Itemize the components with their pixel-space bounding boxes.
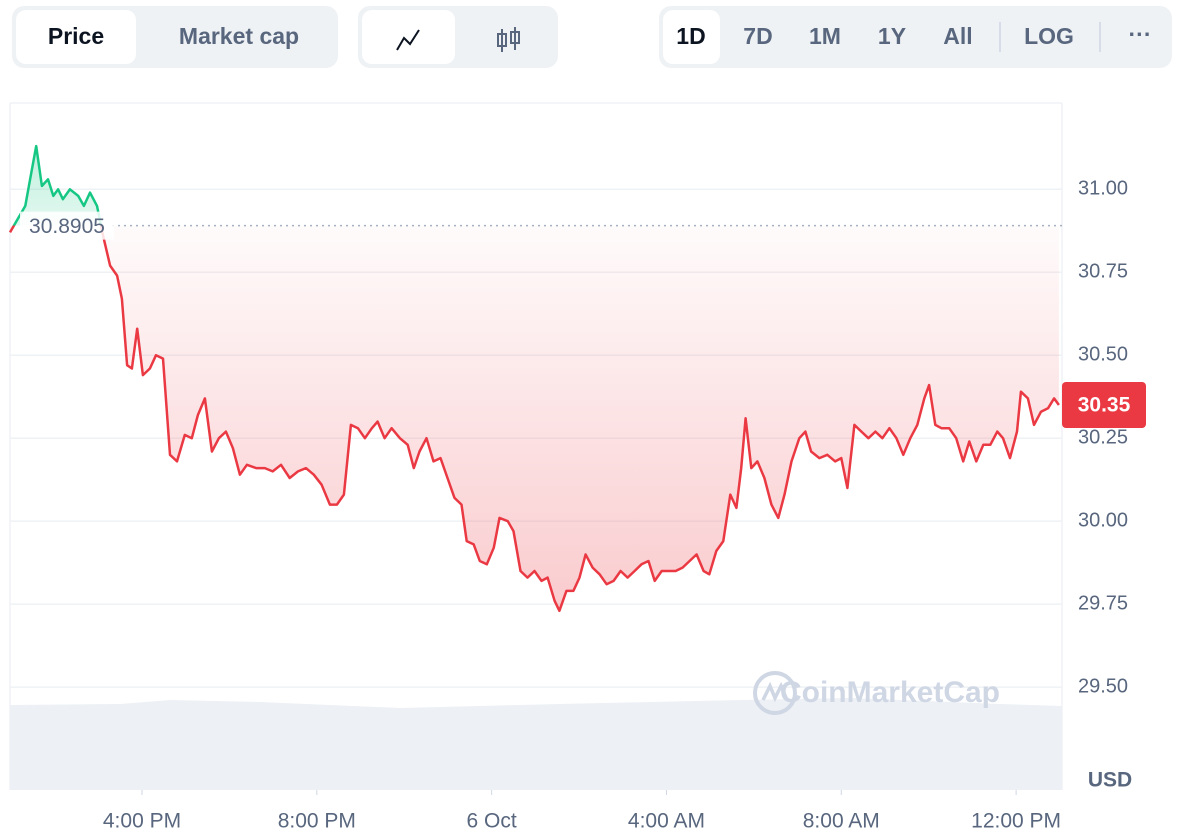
y-tick-label: 30.25 xyxy=(1078,426,1128,448)
tab-button[interactable]: Market cap xyxy=(179,23,299,49)
range-button[interactable]: 7D xyxy=(743,23,772,49)
y-tick-label: 29.50 xyxy=(1078,675,1128,697)
current-price-badge xyxy=(1062,382,1146,429)
baseline-label-bg xyxy=(20,211,114,240)
tab-active-bg xyxy=(16,10,136,64)
baseline-label: 30.8905 xyxy=(29,215,105,238)
range-button[interactable]: 1D xyxy=(676,23,705,49)
range-button[interactable]: 1M xyxy=(809,23,841,49)
y-tick-label: 30.50 xyxy=(1078,344,1128,366)
current-price-label: 30.35 xyxy=(1078,394,1131,417)
y-tick-label: 30.00 xyxy=(1078,509,1128,531)
y-tick-label: 29.75 xyxy=(1078,592,1128,614)
y-tick-label: 31.00 xyxy=(1078,178,1128,200)
x-tick-label: 4:00 AM xyxy=(628,810,705,833)
chart-type-active-bg xyxy=(362,10,455,64)
range-button[interactable]: 1Y xyxy=(878,23,906,49)
watermark: CoinMarketCap xyxy=(780,676,1000,709)
candle-chart-icon[interactable] xyxy=(497,27,520,52)
range-group xyxy=(659,6,1172,68)
watermark-logo xyxy=(753,671,797,715)
x-tick-label: 8:00 AM xyxy=(803,810,880,833)
data-layer: 30.8905 xyxy=(8,144,1062,613)
price-area xyxy=(10,146,1059,611)
range-active-bg xyxy=(663,10,720,64)
more-button[interactable]: ··· xyxy=(1129,21,1152,47)
log-button[interactable]: LOG xyxy=(1024,23,1074,49)
x-tick-label: 6 Oct xyxy=(467,810,517,833)
unit-label: USD xyxy=(1088,769,1132,792)
toolbar: Price Market cap 1D 7D 1M 1Y All LOG ··· xyxy=(12,6,1172,68)
line-chart-icon[interactable] xyxy=(396,29,420,51)
tab-button[interactable]: Price xyxy=(48,23,104,49)
x-tick-label: 12:00 PM xyxy=(971,810,1061,833)
x-tick-label: 8:00 PM xyxy=(278,810,356,833)
y-tick-label: 30.75 xyxy=(1078,261,1128,283)
range-button[interactable]: All xyxy=(943,23,972,49)
watermark-logo xyxy=(761,681,789,703)
volume-area xyxy=(10,698,1062,790)
x-tick-label: 4:00 PM xyxy=(103,810,181,833)
price-line xyxy=(8,144,1060,613)
